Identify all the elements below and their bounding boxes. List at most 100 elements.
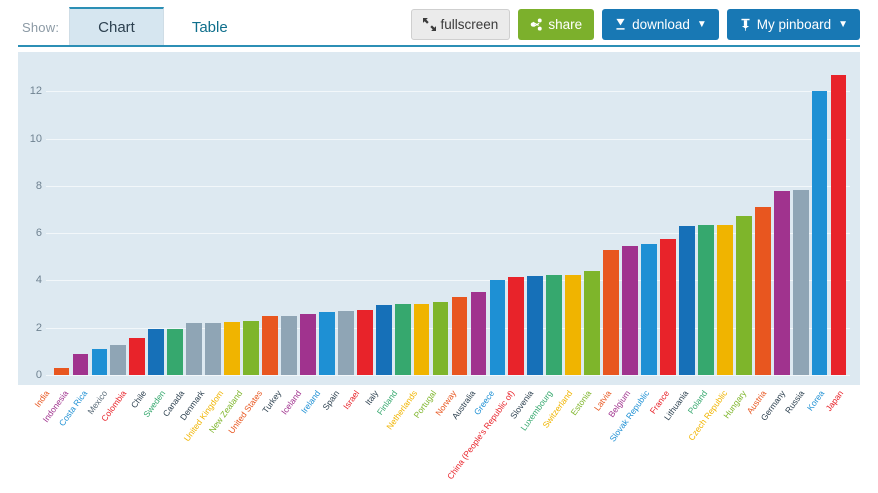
- bar[interactable]: [603, 249, 619, 375]
- x-axis-label: China (People's Republic of): [445, 385, 518, 485]
- bar[interactable]: [470, 292, 487, 375]
- gridline: [46, 233, 850, 235]
- bar[interactable]: [792, 189, 809, 375]
- bar[interactable]: [53, 367, 70, 375]
- bar[interactable]: [546, 274, 563, 375]
- x-axis-label: Costa Rica: [57, 385, 92, 485]
- x-axis-label: Germany: [759, 385, 789, 485]
- bar[interactable]: [129, 338, 146, 375]
- download-label: download: [632, 16, 690, 32]
- bar[interactable]: [716, 224, 733, 375]
- x-axis-label: Netherlands: [384, 385, 421, 485]
- bar[interactable]: [318, 312, 335, 375]
- bar[interactable]: [167, 328, 184, 375]
- x-axis-label: Russia: [783, 385, 809, 485]
- x-axis-label-text: Italy: [363, 388, 381, 407]
- x-axis-label: Japan: [824, 385, 847, 485]
- bar[interactable]: [413, 304, 430, 375]
- share-label: share: [548, 16, 583, 32]
- x-axis-label: Turkey: [260, 385, 286, 485]
- x-axis-label: United Kingdom: [182, 385, 227, 485]
- x-axis-label: Italy: [363, 385, 382, 485]
- x-axis-label-text: Israel: [340, 388, 361, 412]
- bar[interactable]: [375, 305, 392, 375]
- x-axis-labels: India Indonesia Costa Rica Mexico Colombia Ch…: [18, 385, 860, 493]
- gridline: [46, 185, 850, 187]
- bar[interactable]: [110, 345, 127, 375]
- chart-canvas: 0 2 4 6 8 10 12: [18, 52, 860, 385]
- bar[interactable]: [660, 239, 676, 375]
- bar[interactable]: [641, 243, 657, 375]
- bar[interactable]: [281, 315, 297, 375]
- bar[interactable]: [698, 224, 714, 375]
- bar[interactable]: [489, 280, 506, 375]
- bar[interactable]: [754, 207, 771, 375]
- tab-chart[interactable]: Chart: [69, 7, 164, 46]
- y-axis-tick-label: 8: [35, 179, 42, 192]
- bar[interactable]: [224, 321, 240, 375]
- toolbar-actions: fullscreen share: [410, 9, 860, 40]
- x-axis-label: Hungary: [721, 385, 751, 485]
- download-icon: [614, 18, 627, 31]
- x-axis-label: Slovenia: [508, 385, 537, 485]
- bar[interactable]: [432, 301, 449, 375]
- y-axis-tick-label: 4: [35, 274, 42, 287]
- y-axis-tick-label: 6: [35, 227, 42, 240]
- bar[interactable]: [830, 74, 847, 375]
- bar[interactable]: [811, 91, 828, 375]
- x-axis-label: France: [647, 385, 673, 485]
- share-button[interactable]: share: [518, 9, 595, 40]
- y-axis-tick-label: 10: [29, 132, 42, 145]
- tab-underline: [18, 45, 860, 47]
- bar-series: [52, 56, 848, 375]
- bar[interactable]: [584, 271, 601, 375]
- bar[interactable]: [451, 297, 468, 375]
- bar[interactable]: [205, 323, 221, 375]
- bar[interactable]: [72, 353, 89, 375]
- bar[interactable]: [508, 276, 525, 375]
- fullscreen-button[interactable]: fullscreen: [410, 9, 511, 40]
- bar[interactable]: [394, 304, 411, 375]
- bar[interactable]: [565, 274, 582, 375]
- bar[interactable]: [91, 349, 108, 375]
- chevron-down-icon: ▼: [838, 18, 848, 30]
- bar[interactable]: [186, 323, 203, 375]
- pin-icon: [739, 18, 752, 31]
- bar[interactable]: [527, 275, 544, 375]
- bar[interactable]: [356, 310, 373, 375]
- show-label: Show:: [22, 20, 60, 35]
- x-axis-label: India: [32, 385, 53, 485]
- bar[interactable]: [148, 328, 165, 375]
- download-button[interactable]: download ▼: [602, 9, 719, 40]
- x-axis-label: Korea: [805, 385, 828, 485]
- x-axis-label: Austria: [744, 385, 770, 485]
- bar[interactable]: [679, 226, 695, 375]
- x-axis-label: Finland: [375, 385, 402, 485]
- x-axis-label: Indonesia: [41, 385, 72, 485]
- pinboard-label: My pinboard: [756, 16, 832, 32]
- x-axis-label: Luxembourg: [519, 385, 557, 485]
- x-axis-label-text: Korea: [804, 388, 826, 413]
- chart-plot-area: 0 2 4 6 8 10 12: [18, 52, 860, 385]
- y-axis-tick-label: 2: [35, 321, 42, 334]
- bar[interactable]: [243, 320, 259, 375]
- bar[interactable]: [337, 311, 354, 375]
- x-axis-label-text: Spain: [320, 388, 342, 412]
- bar[interactable]: [622, 246, 638, 375]
- x-axis-label: Ireland: [299, 385, 324, 485]
- gridline: [46, 91, 850, 93]
- bar[interactable]: [773, 190, 790, 375]
- bar[interactable]: [735, 215, 752, 375]
- toolbar: Show: Chart Table fullscreen: [0, 0, 878, 52]
- x-axis-label: Israel: [340, 385, 363, 485]
- x-axis-label-text: Japan: [823, 388, 846, 414]
- bar[interactable]: [262, 315, 278, 375]
- gridline: [46, 375, 850, 376]
- tab-table[interactable]: Table: [164, 8, 256, 46]
- pinboard-button[interactable]: My pinboard ▼: [726, 9, 860, 40]
- view-tabs: Chart Table: [69, 0, 256, 46]
- x-axis-label: Colombia: [99, 385, 131, 485]
- bar[interactable]: [299, 313, 316, 375]
- x-axis-label: Slovak Republic: [608, 385, 654, 485]
